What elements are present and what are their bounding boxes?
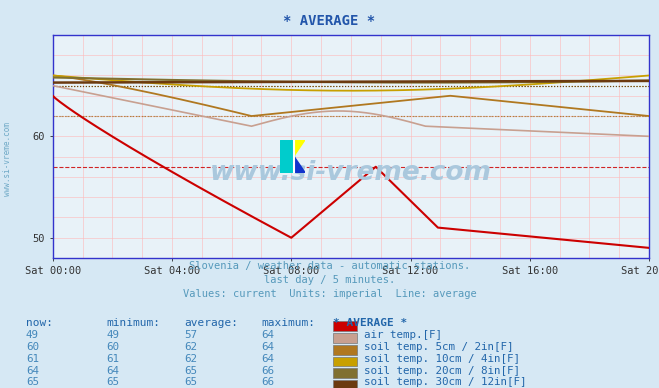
Polygon shape <box>294 156 305 173</box>
Text: 64: 64 <box>107 365 120 376</box>
Text: now:: now: <box>26 319 53 328</box>
Text: www.si-vreme.com: www.si-vreme.com <box>210 160 492 186</box>
Bar <box>333 368 357 378</box>
Text: 65: 65 <box>185 378 197 387</box>
Text: soil temp. 10cm / 4in[F]: soil temp. 10cm / 4in[F] <box>364 354 520 364</box>
Text: air temp.[F]: air temp.[F] <box>364 331 442 341</box>
Bar <box>333 321 357 331</box>
Text: * AVERAGE *: * AVERAGE * <box>333 319 407 328</box>
Text: 61: 61 <box>26 354 39 364</box>
Text: 64: 64 <box>262 354 275 364</box>
Bar <box>333 357 357 366</box>
Text: 64: 64 <box>262 342 275 352</box>
Text: soil temp. 5cm / 2in[F]: soil temp. 5cm / 2in[F] <box>364 342 513 352</box>
Text: 66: 66 <box>262 378 275 387</box>
Bar <box>333 333 357 343</box>
Text: * AVERAGE *: * AVERAGE * <box>283 14 376 28</box>
Text: Slovenia / weather data - automatic stations.
last day / 5 minutes.
Values: curr: Slovenia / weather data - automatic stat… <box>183 261 476 299</box>
Text: 61: 61 <box>107 354 120 364</box>
Text: www.si-vreme.com: www.si-vreme.com <box>3 122 13 196</box>
Text: 60: 60 <box>107 342 120 352</box>
Text: 66: 66 <box>262 365 275 376</box>
Text: 65: 65 <box>107 378 120 387</box>
Text: soil temp. 30cm / 12in[F]: soil temp. 30cm / 12in[F] <box>364 378 527 387</box>
Text: 49: 49 <box>26 331 39 341</box>
Text: 62: 62 <box>185 342 197 352</box>
Text: minimum:: minimum: <box>107 319 161 328</box>
Text: 49: 49 <box>107 331 120 341</box>
Text: 62: 62 <box>185 354 197 364</box>
Polygon shape <box>294 140 305 156</box>
Polygon shape <box>280 140 294 173</box>
Text: 57: 57 <box>185 331 197 341</box>
Text: 65: 65 <box>185 365 197 376</box>
Bar <box>333 380 357 388</box>
Text: soil temp. 20cm / 8in[F]: soil temp. 20cm / 8in[F] <box>364 365 520 376</box>
Text: 64: 64 <box>262 331 275 341</box>
Text: average:: average: <box>185 319 238 328</box>
Text: 60: 60 <box>26 342 39 352</box>
Text: maximum:: maximum: <box>262 319 316 328</box>
Bar <box>333 345 357 355</box>
Text: 64: 64 <box>26 365 39 376</box>
Text: 65: 65 <box>26 378 39 387</box>
